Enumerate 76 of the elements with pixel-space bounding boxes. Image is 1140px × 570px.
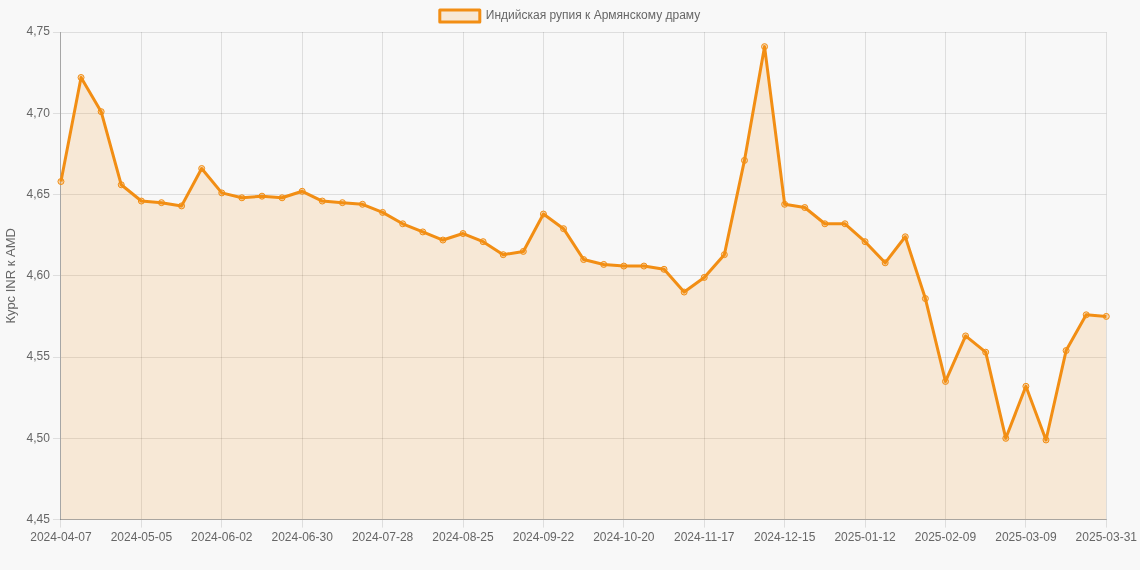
point [801,204,809,212]
y-tick-label: 4,45 [26,511,51,526]
point [680,288,688,296]
point [439,236,447,244]
point [962,332,970,340]
point [399,220,407,228]
point [278,194,286,202]
point [560,225,568,233]
point [77,74,85,82]
x-tick-label: 2024-06-02 [191,530,253,545]
point [157,199,165,207]
point [740,156,748,164]
point [379,208,387,216]
point [198,165,206,173]
y-tick-label: 4,75 [26,24,51,39]
x-tick-label: 2024-07-28 [351,530,414,545]
point [600,260,608,268]
point [519,247,527,255]
point [238,194,246,202]
point [97,108,105,116]
x-tick-label: 2024-10-20 [593,530,655,545]
x-tick-label: 2025-02-09 [914,530,977,545]
y-tick-label: 4,60 [26,268,51,283]
point [338,199,346,207]
point [881,259,889,267]
y-tick-label: 4,65 [26,186,51,201]
point [499,251,507,259]
point [359,200,366,208]
point [137,197,145,205]
x-tick-label: 2024-09-22 [512,530,575,545]
point [117,181,125,189]
point [318,197,326,205]
point [57,178,65,186]
point [700,273,708,281]
point [218,189,226,197]
x-tick-label: 2024-11-17 [674,530,735,545]
legend-label: Индийская рупия к Армянскому драму [485,8,701,23]
x-tick-label: 2024-12-15 [753,530,816,545]
y-axis-title: Курс INR к AMD [3,228,19,324]
point [921,295,929,303]
y-tick-label: 4,70 [26,105,51,120]
x-tick-label: 2025-01-12 [834,530,897,545]
point [539,210,547,218]
point [1042,436,1050,444]
point [720,251,728,259]
point [1022,382,1030,390]
point [298,187,306,195]
point [419,228,427,236]
point [821,220,829,228]
point [459,230,467,238]
x-tick-label: 2024-08-25 [432,530,495,545]
point [901,233,909,241]
point [841,220,849,228]
x-tick-label: 2024-06-30 [271,530,334,545]
x-tick-label: 2024-04-07 [30,530,92,545]
point [761,43,769,51]
point [580,256,588,264]
point [1002,434,1010,442]
point [781,200,789,208]
y-tick-label: 4,50 [26,430,51,445]
point [1082,311,1090,319]
y-tick-label: 4,55 [26,349,51,364]
point [941,377,949,385]
x-tick-label: 2024-05-05 [110,530,173,545]
point [640,262,648,270]
point [660,265,668,273]
point [1102,312,1110,320]
point [479,238,487,246]
point [1062,347,1070,355]
point [620,262,628,270]
point [178,202,186,210]
x-tick-label: 2025-03-09 [995,530,1057,545]
point [982,348,990,356]
point [861,238,869,246]
x-tick-label: 2025-03-31 [1075,530,1138,545]
point [258,192,266,200]
